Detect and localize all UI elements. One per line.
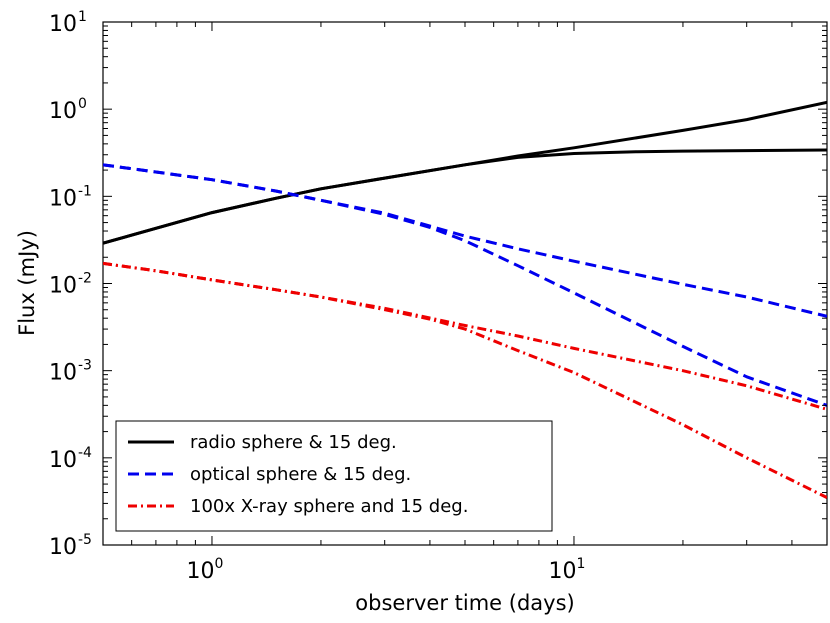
legend: radio sphere & 15 deg. optical sphere & 1… bbox=[115, 420, 553, 532]
legend-label-0: radio sphere & 15 deg. bbox=[190, 432, 397, 453]
legend-label-2: 100x X-ray sphere and 15 deg. bbox=[190, 496, 468, 517]
y-tick-exponent: -2 bbox=[78, 271, 92, 287]
legend-box bbox=[115, 420, 553, 532]
y-tick-label: 10 bbox=[49, 99, 77, 124]
y-tick-exponent: -3 bbox=[78, 358, 92, 374]
y-tick-exponent: 1 bbox=[78, 9, 87, 25]
y-tick-label: 10 bbox=[49, 448, 77, 473]
y-tick-exponent: -1 bbox=[78, 183, 92, 199]
y-tick-label: 10 bbox=[49, 274, 77, 299]
x-axis-label: observer time (days) bbox=[355, 591, 574, 615]
x-tick-label: 101 bbox=[549, 556, 586, 584]
series-line-4 bbox=[103, 261, 827, 411]
series-line-3 bbox=[103, 163, 827, 407]
y-tick-label: 10 bbox=[49, 361, 77, 386]
x-tick-label: 100 bbox=[187, 556, 224, 584]
y-tick-label: 10 bbox=[49, 186, 77, 211]
y-tick-label: 10 bbox=[49, 12, 77, 37]
series-line-5 bbox=[103, 261, 827, 499]
series-line-2 bbox=[103, 163, 827, 318]
legend-label-1: optical sphere & 15 deg. bbox=[190, 464, 411, 485]
series-line-1 bbox=[103, 148, 827, 245]
y-tick-exponent: 0 bbox=[78, 96, 87, 112]
y-tick-exponent: -5 bbox=[78, 532, 92, 548]
y-tick-exponent: -4 bbox=[78, 445, 92, 461]
y-axis-label: Flux (mJy) bbox=[15, 230, 39, 336]
series-line-0 bbox=[103, 100, 827, 245]
y-tick-label: 10 bbox=[49, 535, 77, 560]
